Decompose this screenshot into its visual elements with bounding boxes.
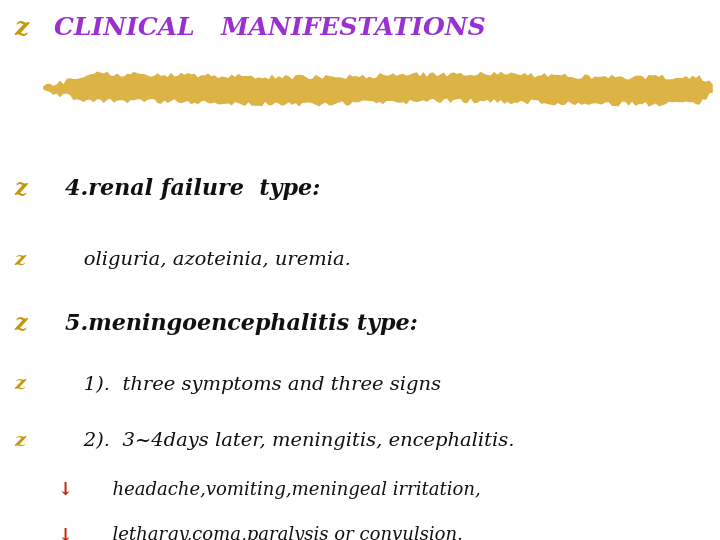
Text: 2).  3~4days later, meningitis, encephalitis.: 2). 3~4days later, meningitis, encephali…	[65, 432, 514, 450]
Text: 5.meningoencephalitis type:: 5.meningoencephalitis type:	[65, 313, 418, 335]
Text: CLINICAL   MANIFESTATIONS: CLINICAL MANIFESTATIONS	[54, 16, 485, 40]
Text: z: z	[14, 313, 27, 335]
Text: oliguria, azoteinia, uremia.: oliguria, azoteinia, uremia.	[65, 251, 351, 269]
Text: z: z	[14, 375, 25, 393]
Text: z: z	[14, 251, 25, 269]
Text: 4.renal failure  type:: 4.renal failure type:	[65, 178, 320, 200]
Text: z: z	[14, 178, 27, 200]
Text: ↓: ↓	[58, 526, 73, 540]
Text: ↓: ↓	[58, 481, 73, 498]
Text: z: z	[14, 432, 25, 450]
Text: 1).  three symptoms and three signs: 1). three symptoms and three signs	[65, 375, 441, 394]
Text: z: z	[14, 16, 29, 40]
Polygon shape	[43, 71, 713, 106]
Text: lethargy,coma,paralysis or convulsion.: lethargy,coma,paralysis or convulsion.	[101, 526, 463, 540]
Text: headache,vomiting,meningeal irritation,: headache,vomiting,meningeal irritation,	[101, 481, 480, 498]
